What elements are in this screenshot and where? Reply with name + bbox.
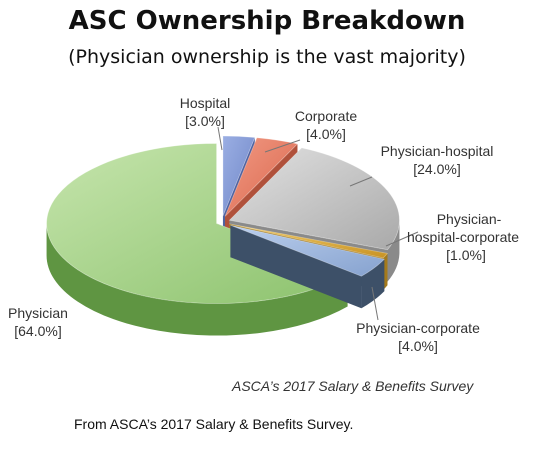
leader-line-hospital bbox=[217, 126, 223, 151]
leader-line-physician-hospital bbox=[349, 176, 373, 187]
label-physician-hospital-corporate-name-1: Physician- bbox=[437, 211, 502, 227]
figure-caption: From ASCA’s 2017 Salary & Benefits Surve… bbox=[74, 416, 354, 432]
label-physician-hospital-corporate-name-2: hospital-corporate bbox=[407, 229, 519, 245]
label-physician-corporate-value: [4.0%] bbox=[398, 338, 438, 354]
source-note: ASCA’s 2017 Salary & Benefits Survey bbox=[232, 378, 474, 394]
label-physician-name: Physician bbox=[8, 305, 68, 321]
label-hospital-name: Hospital bbox=[180, 95, 231, 111]
chart-title: ASC Ownership Breakdown bbox=[68, 6, 466, 36]
label-physician-value: [64.0%] bbox=[14, 323, 61, 339]
leader-line-physician-corporate bbox=[371, 286, 379, 321]
label-physician-corporate-name: Physician-corporate bbox=[356, 320, 480, 336]
chart-subtitle: (Physician ownership is the vast majorit… bbox=[68, 46, 466, 68]
leader-line-corporate bbox=[264, 139, 301, 153]
label-physician-hospital-value: [24.0%] bbox=[413, 161, 460, 177]
pie-slice-physician-corporate bbox=[230, 224, 386, 309]
label-corporate-value: [4.0%] bbox=[306, 126, 346, 142]
leader-line-physician-hospital-corporate bbox=[385, 231, 419, 247]
label-hospital-value: [3.0%] bbox=[185, 113, 225, 129]
label-corporate-name: Corporate bbox=[295, 108, 357, 124]
label-physician-hospital-corporate-value: [1.0%] bbox=[446, 247, 486, 263]
label-physician-hospital-name: Physician-hospital bbox=[381, 143, 494, 159]
